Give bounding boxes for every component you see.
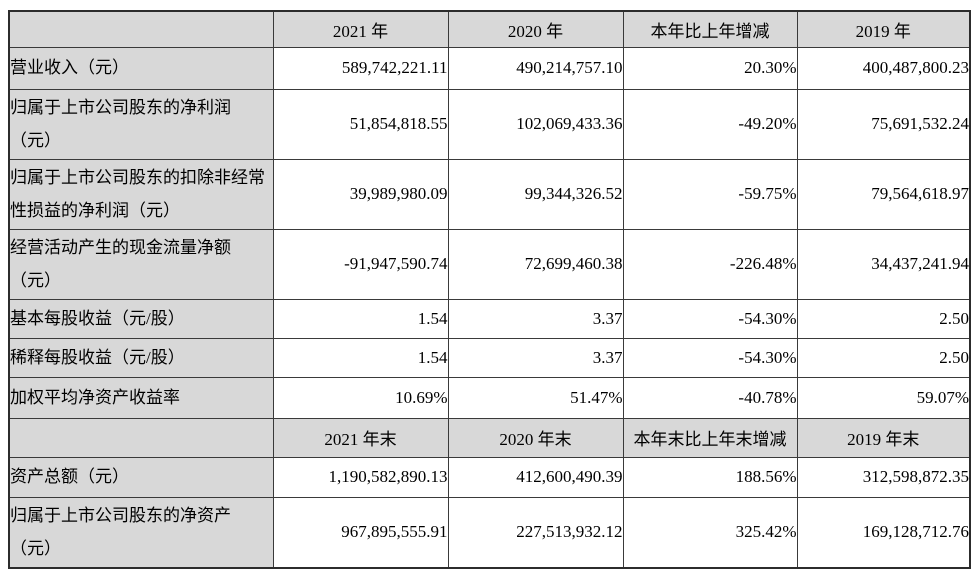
row-label: 营业收入（元）: [8, 46, 274, 90]
row-label: 经营活动产生的现金流量净额（元）: [8, 228, 274, 300]
row-label: 资产总额（元）: [8, 456, 274, 498]
value-2020: 102,069,433.36: [447, 88, 624, 160]
value-2019: 59.07%: [796, 376, 971, 419]
table-row-net-assets: 归属于上市公司股东的净资产（元） 967,895,555.91 227,513,…: [8, 496, 971, 569]
value-yoy-change: -54.30%: [622, 337, 798, 378]
value-2019: 2.50: [796, 298, 971, 339]
row-label: 归属于上市公司股东的净资产（元）: [8, 496, 274, 569]
value-2021: 589,742,221.11: [272, 46, 449, 90]
value-eoy-change: 188.56%: [622, 456, 798, 498]
value-2019: 75,691,532.24: [796, 88, 971, 160]
table-row-diluted-eps: 稀释每股收益（元/股） 1.54 3.37 -54.30% 2.50: [8, 337, 971, 378]
table-row-basic-eps: 基本每股收益（元/股） 1.54 3.37 -54.30% 2.50: [8, 298, 971, 339]
value-yoy-change: 20.30%: [622, 46, 798, 90]
row-label: 基本每股收益（元/股）: [8, 298, 274, 339]
row-label: 加权平均净资产收益率: [8, 376, 274, 419]
header-row-end-of-year: 2021 年末 2020 年末 本年末比上年末增减 2019 年末: [8, 417, 971, 458]
value-yoy-change: -54.30%: [622, 298, 798, 339]
value-yoy-change: -226.48%: [622, 228, 798, 300]
value-2021: 51,854,818.55: [272, 88, 449, 160]
row-label: 归属于上市公司股东的净利润（元）: [8, 88, 274, 160]
table-row-net-profit-excl-nonrecurring: 归属于上市公司股东的扣除非经常性损益的净利润（元） 39,989,980.09 …: [8, 158, 971, 230]
table-row-revenue: 营业收入（元） 589,742,221.11 490,214,757.10 20…: [8, 46, 971, 90]
value-2019-eoy: 169,128,712.76: [796, 496, 971, 569]
value-2019: 2.50: [796, 337, 971, 378]
value-2020: 3.37: [447, 298, 624, 339]
header-2020: 2020 年: [447, 10, 624, 48]
value-2020: 51.47%: [447, 376, 624, 419]
value-2019-eoy: 312,598,872.35: [796, 456, 971, 498]
value-2020: 99,344,326.52: [447, 158, 624, 230]
header-2020-eoy: 2020 年末: [447, 417, 624, 458]
header-corner: [8, 10, 274, 48]
value-2021: 39,989,980.09: [272, 158, 449, 230]
value-yoy-change: -59.75%: [622, 158, 798, 230]
value-2021-eoy: 967,895,555.91: [272, 496, 449, 569]
value-eoy-change: 325.42%: [622, 496, 798, 569]
row-label: 归属于上市公司股东的扣除非经常性损益的净利润（元）: [8, 158, 274, 230]
value-2019: 400,487,800.23: [796, 46, 971, 90]
value-yoy-change: -40.78%: [622, 376, 798, 419]
value-2021: 1.54: [272, 337, 449, 378]
value-2019: 34,437,241.94: [796, 228, 971, 300]
header-corner-eoy: [8, 417, 274, 458]
value-yoy-change: -49.20%: [622, 88, 798, 160]
value-2021: 1.54: [272, 298, 449, 339]
value-2019: 79,564,618.97: [796, 158, 971, 230]
financial-summary-table: 2021 年 2020 年 本年比上年增减 2019 年 营业收入（元） 589…: [8, 10, 971, 569]
header-eoy-change: 本年末比上年末增减: [622, 417, 798, 458]
header-2021: 2021 年: [272, 10, 449, 48]
value-2020-eoy: 412,600,490.39: [447, 456, 624, 498]
value-2021: 10.69%: [272, 376, 449, 419]
table-row-net-profit: 归属于上市公司股东的净利润（元） 51,854,818.55 102,069,4…: [8, 88, 971, 160]
value-2020-eoy: 227,513,932.12: [447, 496, 624, 569]
table-row-weighted-avg-roe: 加权平均净资产收益率 10.69% 51.47% -40.78% 59.07%: [8, 376, 971, 419]
value-2021-eoy: 1,190,582,890.13: [272, 456, 449, 498]
header-row-annual: 2021 年 2020 年 本年比上年增减 2019 年: [8, 10, 971, 48]
value-2020: 490,214,757.10: [447, 46, 624, 90]
header-2019-eoy: 2019 年末: [796, 417, 971, 458]
table-row-total-assets: 资产总额（元） 1,190,582,890.13 412,600,490.39 …: [8, 456, 971, 498]
value-2020: 72,699,460.38: [447, 228, 624, 300]
header-2021-eoy: 2021 年末: [272, 417, 449, 458]
header-yoy-change: 本年比上年增减: [622, 10, 798, 48]
value-2021: -91,947,590.74: [272, 228, 449, 300]
header-2019: 2019 年: [796, 10, 971, 48]
row-label: 稀释每股收益（元/股）: [8, 337, 274, 378]
value-2020: 3.37: [447, 337, 624, 378]
table-row-operating-cash-flow: 经营活动产生的现金流量净额（元） -91,947,590.74 72,699,4…: [8, 228, 971, 300]
